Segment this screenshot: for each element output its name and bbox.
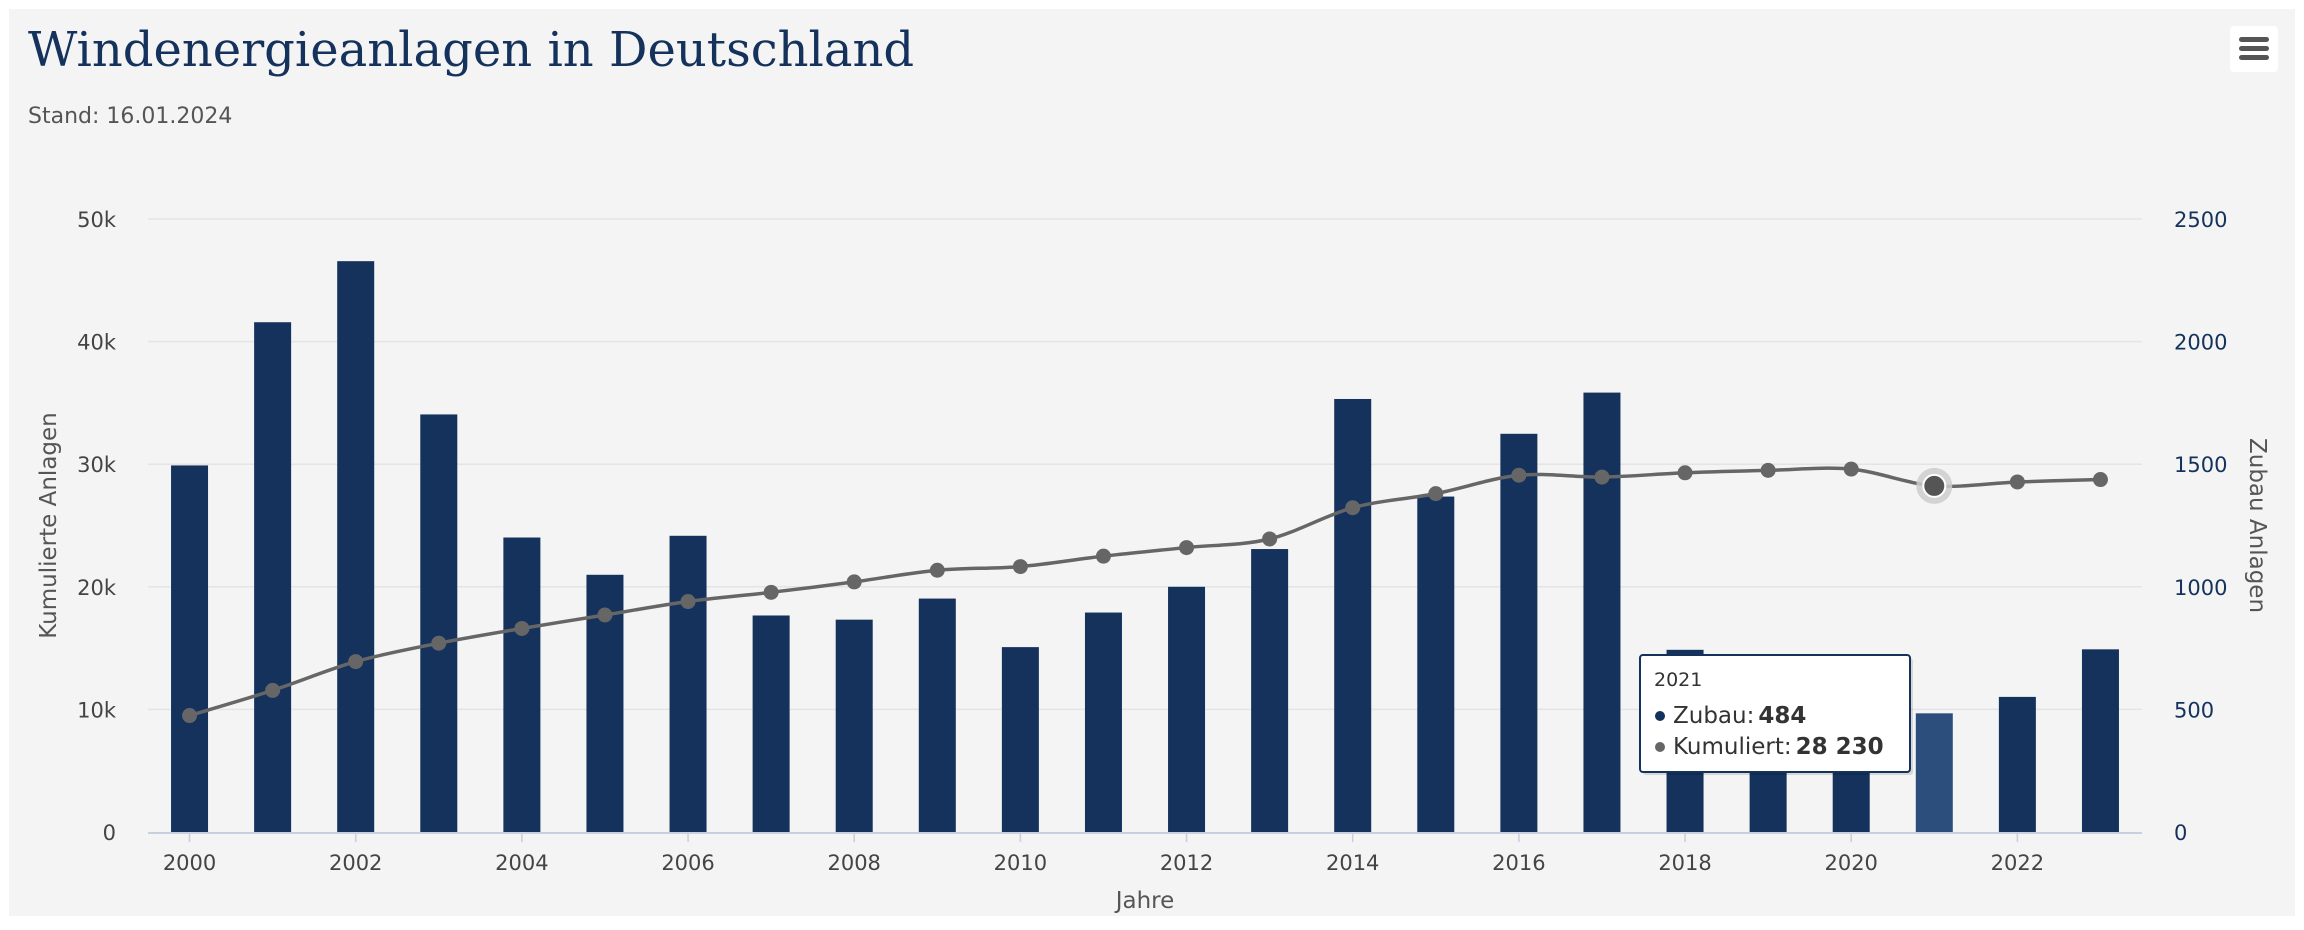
point-2019 [1760, 462, 1776, 478]
x-tick-label: 2018 [1658, 851, 1711, 875]
point-2013 [1262, 531, 1278, 547]
hamburger-menu-icon [2230, 26, 2278, 72]
bar-2006 [669, 535, 707, 832]
bar-2000 [171, 465, 209, 832]
kumuliert-line-series [182, 461, 2108, 724]
point-2015 [1428, 486, 1444, 502]
bar-2004 [503, 537, 541, 832]
chart-panel [9, 9, 2295, 916]
tooltip-category: 2021 [1654, 669, 1702, 691]
tooltip-marker [1655, 742, 1665, 752]
tooltip-label: Kumuliert: [1673, 734, 1792, 760]
point-2014 [1345, 500, 1361, 516]
bar-2008 [835, 619, 873, 832]
bar-2011 [1084, 612, 1122, 832]
point-2002 [348, 654, 364, 670]
x-tick-label: 2010 [994, 851, 1047, 875]
point-2006 [680, 594, 696, 610]
point-2004 [514, 620, 530, 636]
y-right-tick-label: 1000 [2174, 576, 2227, 600]
point-2003 [431, 635, 447, 651]
x-tick-label: 2004 [495, 851, 548, 875]
chart-subtitle: Stand: 16.01.2024 [28, 104, 233, 129]
point-2007 [763, 584, 779, 600]
x-tick-label: 2016 [1492, 851, 1545, 875]
point-2023 [2092, 472, 2108, 488]
bar-2009 [918, 598, 956, 832]
point-2017 [1594, 469, 1610, 485]
bar-2003 [420, 414, 458, 832]
x-tick-label: 2000 [163, 851, 216, 875]
y-left-tick-label: 40k [77, 331, 117, 355]
point-2010 [1012, 559, 1028, 575]
x-tick-label: 2020 [1824, 851, 1877, 875]
y-left-tick-label: 0 [103, 821, 116, 845]
tooltip-label: Zubau: [1673, 703, 1754, 729]
point-2021 [1922, 473, 1947, 498]
point-2022 [2009, 474, 2025, 490]
bar-2001 [254, 322, 292, 832]
point-2012 [1179, 540, 1195, 556]
x-tick-label: 2008 [827, 851, 880, 875]
tooltip-value: 484 [1758, 703, 1806, 729]
bar-2007 [752, 615, 790, 832]
bar-2013 [1251, 549, 1289, 832]
chart-title: Windenergieanlagen in Deutschland [28, 22, 915, 78]
y-left-tick-label: 50k [77, 208, 117, 232]
x-tick-label: 2006 [661, 851, 714, 875]
y-left-tick-label: 10k [77, 698, 117, 722]
point-2018 [1677, 465, 1693, 481]
tooltip-box [1639, 654, 1911, 773]
point-2000 [182, 708, 198, 724]
bar-2010 [1001, 647, 1039, 832]
point-2009 [929, 562, 945, 578]
bar-2017 [1583, 392, 1621, 832]
x-tick-label: 2012 [1160, 851, 1213, 875]
bar-2021 [1915, 713, 1953, 832]
y-left-tick-label: 30k [77, 453, 117, 477]
tooltip-marker [1655, 711, 1665, 721]
chart-menu-button[interactable] [2230, 26, 2278, 72]
point-2020 [1843, 461, 1859, 477]
bar-2023 [2081, 649, 2119, 832]
bar-2014 [1334, 398, 1372, 832]
point-2005 [597, 607, 613, 623]
point-2016 [1511, 467, 1527, 483]
point-2008 [846, 574, 862, 590]
y-right-tick-label: 500 [2174, 698, 2214, 722]
tooltip: 2021 Zubau: 484 Kumuliert: 28 230 [1639, 654, 1913, 775]
x-axis-title: Jahre [1114, 888, 1175, 914]
bar-2016 [1500, 433, 1538, 832]
y-right-tick-label: 0 [2174, 821, 2187, 845]
y-right-tick-label: 2000 [2174, 331, 2227, 355]
axes: 0 0 10k 500 20k 1000 30k 1500 40k 2000 50k 2500 2000… [36, 208, 2270, 914]
y-right-axis-title: Zubau Anlagen [2244, 438, 2270, 613]
x-tick-label: 2002 [329, 851, 382, 875]
x-tick-label: 2014 [1326, 851, 1379, 875]
point-2011 [1095, 548, 1111, 564]
y-left-axis-title: Kumulierte Anlagen [36, 412, 62, 639]
x-tick-label: 2022 [1991, 851, 2044, 875]
bar-2012 [1168, 586, 1206, 832]
point-2001 [265, 682, 281, 698]
y-left-tick-label: 20k [77, 576, 117, 600]
kumuliert-line [189, 466, 2101, 718]
bar-2002 [337, 261, 375, 832]
y-right-tick-label: 2500 [2174, 208, 2227, 232]
bar-2015 [1417, 496, 1455, 832]
tooltip-value: 28 230 [1796, 734, 1884, 760]
bar-2022 [1998, 696, 2036, 832]
y-right-tick-label: 1500 [2174, 453, 2227, 477]
